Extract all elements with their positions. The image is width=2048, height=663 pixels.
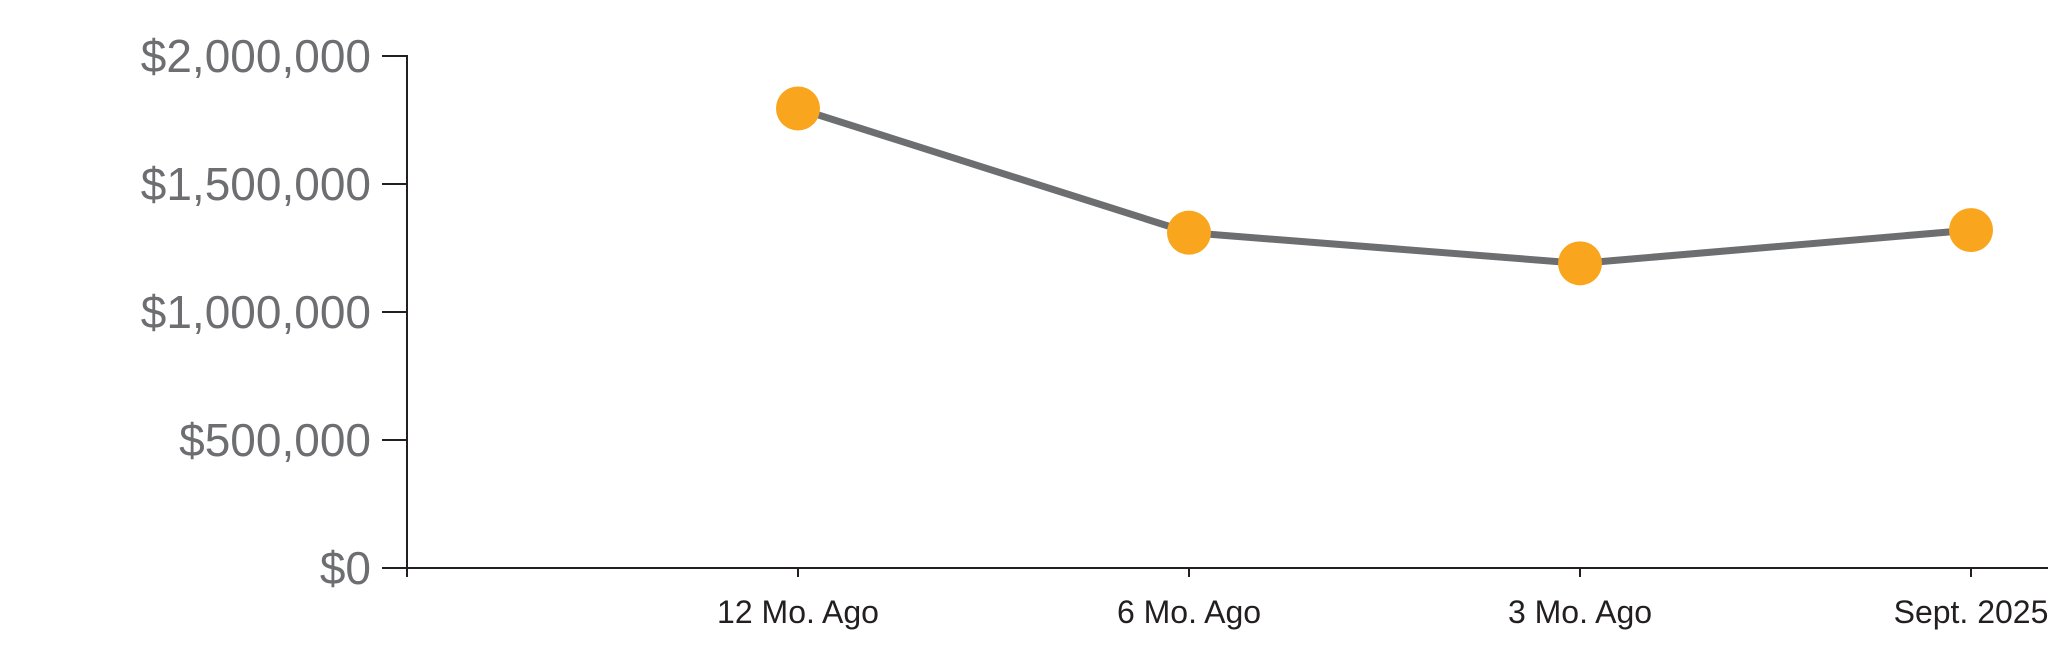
x-axis-tick-label: 3 Mo. Ago: [1508, 594, 1652, 630]
y-axis-tick-label: $0: [320, 542, 371, 594]
y-axis-tick-label: $2,000,000: [141, 30, 371, 82]
x-axis-tick-label: 6 Mo. Ago: [1117, 594, 1261, 630]
x-axis-tick-label: 12 Mo. Ago: [717, 594, 879, 630]
data-point-marker: [1949, 208, 1993, 253]
data-point-marker: [1167, 210, 1211, 255]
series-line: [794, 104, 1975, 267]
y-axis-tick-label: $1,500,000: [141, 158, 371, 210]
data-point-marker: [776, 86, 820, 131]
data-point-marker: [1558, 241, 1602, 286]
y-axis-tick-label: $500,000: [179, 414, 371, 466]
x-axis-tick-label: Sept. 2025: [1894, 594, 2048, 630]
y-axis-tick-label: $1,000,000: [141, 286, 371, 338]
